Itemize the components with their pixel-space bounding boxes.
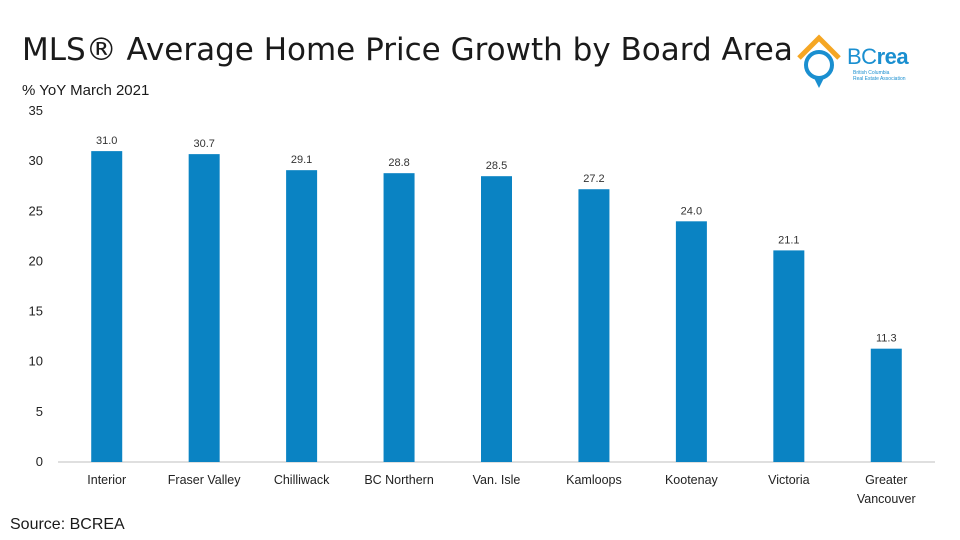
value-label: 30.7 (193, 138, 214, 150)
chart-subtitle: % YoY March 2021 (22, 82, 150, 99)
bar-0 (91, 151, 123, 462)
logo-tagline: British Columbia Real Estate Association (853, 70, 906, 82)
bar-6 (675, 221, 707, 462)
x-tick-label: BC Northern (364, 473, 434, 487)
bar-8 (870, 348, 902, 462)
x-tick-label: Interior (87, 473, 126, 487)
bar-1 (188, 154, 220, 462)
y-tick-label: 15 (29, 304, 43, 319)
x-tick-label: Van. Isle (473, 473, 521, 487)
value-label: 29.1 (291, 154, 312, 166)
x-tick-label: Kamloops (566, 473, 622, 487)
x-tick-label: Chilliwack (274, 473, 330, 487)
value-label: 28.8 (388, 157, 409, 169)
house-icon (797, 34, 841, 88)
y-tick-label: 5 (36, 404, 43, 419)
chart-title: MLS® Average Home Price Growth by Board … (22, 32, 793, 68)
bar-4 (481, 176, 512, 462)
x-tick-label: Greater (865, 473, 907, 487)
value-label: 21.1 (778, 234, 799, 246)
x-tick-label: Victoria (768, 473, 810, 487)
y-tick-label: 20 (29, 253, 43, 268)
y-tick-label: 0 (36, 454, 43, 469)
value-label: 24.0 (681, 205, 702, 217)
y-tick-label: 30 (29, 153, 43, 168)
x-tick-label: Vancouver (857, 492, 916, 506)
x-tick-label: Fraser Valley (168, 473, 241, 487)
y-tick-label: 35 (29, 103, 43, 118)
y-tick-label: 25 (29, 203, 43, 218)
bcrea-logo: BCrea British Columbia Real Estate Assoc… (795, 32, 935, 92)
value-label: 11.3 (876, 333, 897, 345)
logo-wordmark: BCrea (847, 44, 909, 69)
value-label: 28.5 (486, 160, 507, 172)
bar-5 (578, 189, 610, 463)
bar-7 (773, 250, 805, 462)
value-label: 27.2 (583, 173, 604, 185)
y-tick-label: 10 (29, 354, 43, 369)
x-tick-label: Kootenay (665, 473, 719, 487)
bar-3 (383, 173, 415, 463)
value-label: 31.0 (96, 135, 117, 147)
source-note: Source: BCREA (10, 516, 125, 533)
bar-2 (286, 170, 318, 462)
